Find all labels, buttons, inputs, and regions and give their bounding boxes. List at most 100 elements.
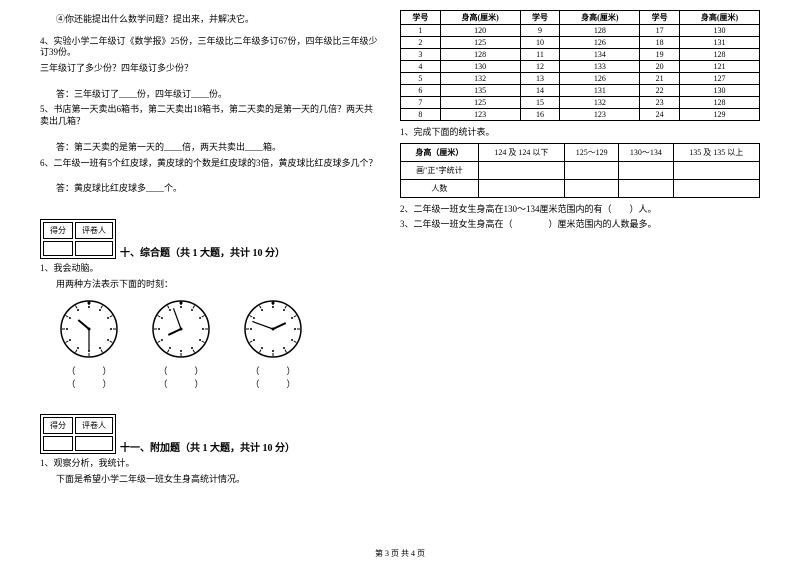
table-cell: 131 [679,37,759,49]
paren-row-1: （ ） （ ） （ ） [58,364,380,377]
paren-row-2: （ ） （ ） （ ） [58,377,380,390]
score-box-10: 得分评卷人 [40,219,116,259]
table-cell: 132 [560,97,640,109]
s10-q1-sub: 用两种方法表示下面的时刻： [56,279,380,291]
table-cell: 128 [440,49,520,61]
paren-cell: （ ） [58,364,120,377]
table-header: 身高(厘米) [679,11,759,25]
table-row: 51321312621127 [401,73,760,85]
clock-row [58,298,380,360]
table-cell: 15 [520,97,560,109]
clock-wrap [242,298,304,360]
table-cell: 6 [401,85,441,97]
table-cell: 22 [640,85,680,97]
table-cell: 18 [640,37,680,49]
table-cell: 5 [401,73,441,85]
paren-cell: （ ） [150,377,212,390]
table-cell: 128 [560,25,640,37]
table-cell: 121 [679,61,759,73]
table-header: 身高(厘米) [440,11,520,25]
table-cell: 20 [640,61,680,73]
r-q2: 2、二年级一班女生身高在130～134厘米范围内的有（ ）人。 [400,204,760,216]
table-cell: 24 [640,109,680,121]
paren-cell: （ ） [58,377,120,390]
paren-cell: （ ） [242,377,304,390]
table-cell: 120 [440,25,520,37]
q6-line1: 6、二年级一班有5个红皮球，黄皮球的个数是红皮球的3倍，黄皮球比红皮球多几个？ [40,158,380,170]
table-row: 71251513223128 [401,97,760,109]
table-cell: 131 [560,85,640,97]
table-row: 1120912817130 [401,25,760,37]
q5-answer: 答：第二天卖的是第一天的____倍，两天共卖出____箱。 [56,142,380,154]
table-cell: 128 [679,97,759,109]
stat-table: 身高（厘米）124 及 124 以下125～129130～134135 及 13… [400,143,760,198]
table-cell: 14 [520,85,560,97]
r-q3: 3、二年级一班女生身高在（ ）厘米范围内的人数最多。 [400,219,760,231]
table-cell: 8 [401,109,441,121]
left-column: ④你还能提出什么数学问题？提出来，并解决它。 4、实验小学二年级订《数学报》25… [40,10,380,490]
paren-cell: （ ） [242,364,304,377]
stat-header-range: 135 及 135 以上 [673,143,760,161]
stat-row-tally-label: 画"正"字统计 [401,161,479,179]
right-column: 学号身高(厘米)学号身高(厘米)学号身高(厘米) 112091281713021… [400,10,760,490]
table-cell: 126 [560,73,640,85]
table-cell: 10 [520,37,560,49]
table-cell: 16 [520,109,560,121]
table-row: 81231612324129 [401,109,760,121]
table-cell: 128 [679,49,759,61]
stat-header-range: 130～134 [619,143,673,161]
table-cell: 21 [640,73,680,85]
table-cell: 125 [440,37,520,49]
table-row: 41301213320121 [401,61,760,73]
section-10-title: 十、综合题（共 1 大题，共计 10 分） [120,244,285,259]
score-label: 得分 [43,222,73,239]
table-cell: 3 [401,49,441,61]
q4-line2: 三年级订了多少份？四年级订多少份？ [40,63,380,75]
table-cell: 7 [401,97,441,109]
page-footer: 第 3 页 共 4 页 [0,548,800,559]
table-header: 学号 [520,11,560,25]
table-cell: 1 [401,25,441,37]
section-10-header: 得分评卷人 十、综合题（共 1 大题，共计 10 分） [40,205,380,259]
table-cell: 11 [520,49,560,61]
table-cell: 129 [679,109,759,121]
grader-label: 评卷人 [75,417,113,434]
q4-answer: 答：三年级订了____份，四年级订____份。 [56,89,380,101]
table-cell: 123 [440,109,520,121]
table-cell: 4 [401,61,441,73]
stat-header-range: 125～129 [565,143,619,161]
grader-label: 评卷人 [75,222,113,239]
r-q1: 1、完成下面的统计表。 [400,127,760,139]
section-11-header: 得分评卷人 十一、附加题（共 1 大题，共计 10 分） [40,400,380,454]
table-cell: 130 [679,25,759,37]
table-cell: 133 [560,61,640,73]
clock-wrap [58,298,120,360]
stat-row-count-label: 人数 [401,179,479,197]
table-header: 身高(厘米) [560,11,640,25]
stat-header-range: 124 及 124 以下 [478,143,564,161]
table-cell: 9 [520,25,560,37]
table-cell: 12 [520,61,560,73]
table-cell: 127 [679,73,759,85]
height-data-table: 学号身高(厘米)学号身高(厘米)学号身高(厘米) 112091281713021… [400,10,760,121]
s11-q1-sub: 下面是希望小学二年级一班女生身高统计情况。 [56,474,380,486]
table-cell: 2 [401,37,441,49]
clock-icon [150,298,212,360]
table-cell: 130 [440,61,520,73]
clock-wrap [150,298,212,360]
clock-icon [242,298,304,360]
table-row: 31281113419128 [401,49,760,61]
table-cell: 134 [560,49,640,61]
score-box-11: 得分评卷人 [40,414,116,454]
table-cell: 132 [440,73,520,85]
s10-q1: 1、我会动脑。 [40,263,380,275]
table-row: 61351413122130 [401,85,760,97]
table-cell: 126 [560,37,640,49]
table-cell: 130 [679,85,759,97]
table-header: 学号 [640,11,680,25]
table-header: 学号 [401,11,441,25]
q5-line1: 5、书店第一天卖出6箱书，第二天卖出18箱书，第二天卖的是第一天的几倍？两天共卖… [40,104,380,127]
table-cell: 19 [640,49,680,61]
table-row: 21251012618131 [401,37,760,49]
q6-answer: 答：黄皮球比红皮球多____个。 [56,183,380,195]
